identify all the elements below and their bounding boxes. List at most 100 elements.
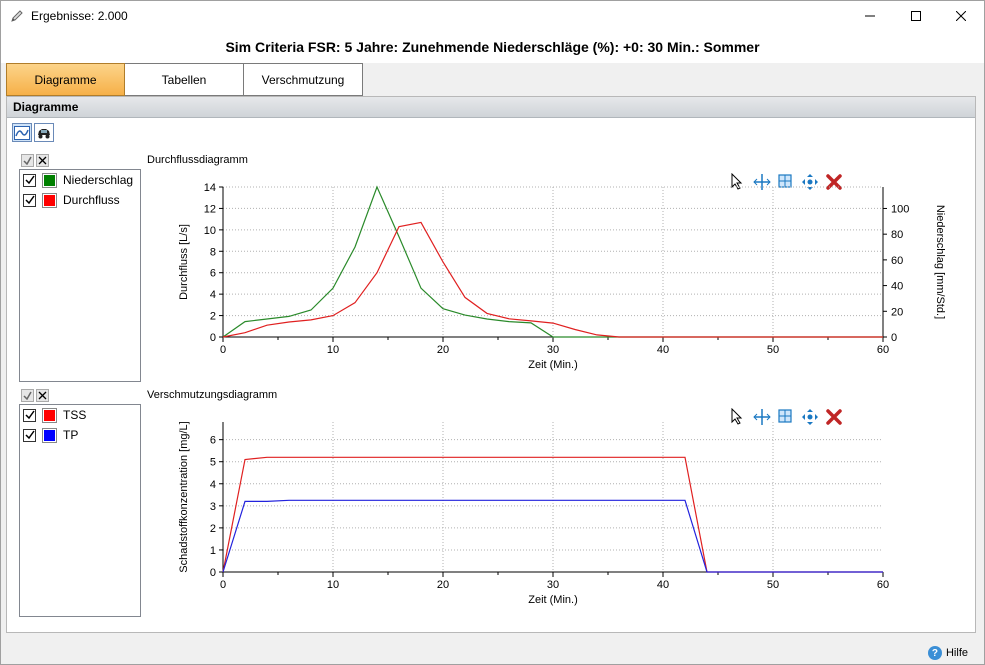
tab-verschmutzung[interactable]: Verschmutzung: [244, 63, 363, 96]
pan-tool-button[interactable]: [801, 173, 819, 191]
y-tick-label: 4: [210, 479, 216, 491]
zoom-box-icon: [778, 174, 792, 188]
x-tick-label: 0: [220, 344, 226, 356]
y-tick-label: 5: [210, 457, 216, 469]
crosshair-icon: [753, 409, 771, 425]
y-tick-label: 14: [204, 182, 216, 194]
maximize-button[interactable]: [893, 1, 939, 31]
y-axis-label: Durchfluss [L/s]: [178, 224, 190, 300]
pointer-icon: [731, 173, 743, 190]
zoom-box-tool-button[interactable]: [777, 408, 795, 426]
legend2-check-controls: [21, 389, 49, 402]
y-tick-label: 2: [210, 311, 216, 323]
x-tick-label: 10: [327, 344, 339, 356]
legend-checkbox[interactable]: [23, 173, 36, 187]
y2-tick-label: 40: [891, 281, 903, 293]
crosshair-icon: [753, 174, 771, 190]
x-tick-label: 50: [767, 344, 779, 356]
x-icon: [38, 156, 47, 165]
y-axis-label: Schadstoffkonzentration [mg/L]: [178, 421, 190, 572]
uncheck-all-button[interactable]: [36, 154, 49, 167]
color-swatch[interactable]: [42, 427, 57, 443]
y-tick-label: 6: [210, 268, 216, 280]
tab-diagramme[interactable]: Diagramme: [6, 63, 125, 96]
y-tick-label: 0: [210, 332, 216, 344]
x-tick-label: 60: [877, 579, 889, 591]
pan-icon: [802, 174, 818, 190]
series-line-durchfluss: [222, 221, 883, 338]
legend-label: Niederschlag: [63, 173, 134, 187]
crosshair-tool-button[interactable]: [753, 173, 771, 191]
close-button[interactable]: [938, 1, 984, 31]
legend-checkbox[interactable]: [23, 408, 36, 422]
chart1-title: Durchflussdiagramm: [147, 154, 248, 166]
swatch-fill: [44, 174, 55, 186]
zoom-box-tool-button[interactable]: [777, 173, 795, 191]
legend-checkbox[interactable]: [23, 428, 36, 442]
chart2-toolbar: [729, 408, 843, 426]
swatch-fill: [44, 409, 55, 421]
y-tick-label: 8: [210, 246, 216, 258]
chart-view-button[interactable]: [12, 123, 32, 142]
pointer-tool-button[interactable]: [729, 173, 747, 191]
checkmark-icon: [24, 195, 35, 205]
checkmark-icon: [24, 410, 35, 420]
pan-icon: [802, 409, 818, 425]
minimize-button[interactable]: [847, 1, 893, 31]
legend-label: Durchfluss: [63, 193, 120, 207]
y-tick-label: 12: [204, 203, 216, 215]
series-line-niederschlag: [222, 185, 883, 338]
y2-tick-label: 60: [891, 255, 903, 267]
chart1-toolbar: [729, 173, 843, 191]
legend-item-tss[interactable]: TSS: [20, 405, 140, 425]
y2-axis-label: Niederschlag [mm/Std.]: [934, 205, 946, 319]
checkmark-icon: [24, 430, 35, 440]
tab-tabellen[interactable]: Tabellen: [125, 63, 244, 96]
x-tick-label: 20: [437, 344, 449, 356]
checkmark-icon: [24, 175, 35, 185]
checkmark-icon: [23, 391, 32, 400]
x-tick-label: 30: [547, 579, 559, 591]
x-tick-label: 60: [877, 344, 889, 356]
maximize-icon: [911, 11, 921, 21]
footer: ? Hilfe: [1, 639, 984, 665]
checkmark-icon: [23, 156, 32, 165]
color-swatch[interactable]: [42, 192, 57, 208]
check-all-button[interactable]: [21, 154, 34, 167]
check-all-button[interactable]: [21, 389, 34, 402]
x-tick-label: 50: [767, 579, 779, 591]
x-tick-label: 10: [327, 579, 339, 591]
legend-label: TP: [63, 428, 79, 442]
crosshair-tool-button[interactable]: [753, 408, 771, 426]
x-tick-label: 40: [657, 579, 669, 591]
uncheck-all-button[interactable]: [36, 389, 49, 402]
swatch-fill: [44, 194, 55, 206]
pointer-tool-button[interactable]: [729, 408, 747, 426]
y2-tick-label: 20: [891, 306, 903, 318]
y-tick-label: 2: [210, 523, 216, 535]
help-icon: ?: [927, 646, 942, 660]
legend-item-niederschlag[interactable]: Niederschlag: [20, 170, 140, 190]
color-swatch[interactable]: [42, 172, 57, 188]
legend1-check-controls: [21, 154, 49, 167]
clear-tool-button[interactable]: [825, 408, 843, 426]
legend2-list: TSS TP: [19, 404, 141, 617]
legend-item-durchfluss[interactable]: Durchfluss: [20, 190, 140, 210]
series-line-tp: [222, 499, 883, 573]
pan-tool-button[interactable]: [801, 408, 819, 426]
help-button[interactable]: ? Hilfe: [927, 646, 968, 660]
legend-checkbox[interactable]: [23, 193, 36, 207]
chart2-title: Verschmutzungsdiagramm: [147, 389, 278, 401]
swatch-fill: [44, 429, 55, 441]
car-view-button[interactable]: [34, 123, 54, 142]
legend-item-tp[interactable]: TP: [20, 425, 140, 445]
y-tick-label: 0: [210, 567, 216, 579]
x-axis-label: Zeit (Min.): [528, 594, 578, 606]
clear-tool-button[interactable]: [825, 173, 843, 191]
pencil-icon: [11, 10, 23, 22]
zoom-box-icon: [778, 409, 792, 423]
view-toolbar: [12, 123, 54, 142]
color-swatch[interactable]: [42, 407, 57, 423]
x-axis-label: Zeit (Min.): [528, 359, 578, 371]
